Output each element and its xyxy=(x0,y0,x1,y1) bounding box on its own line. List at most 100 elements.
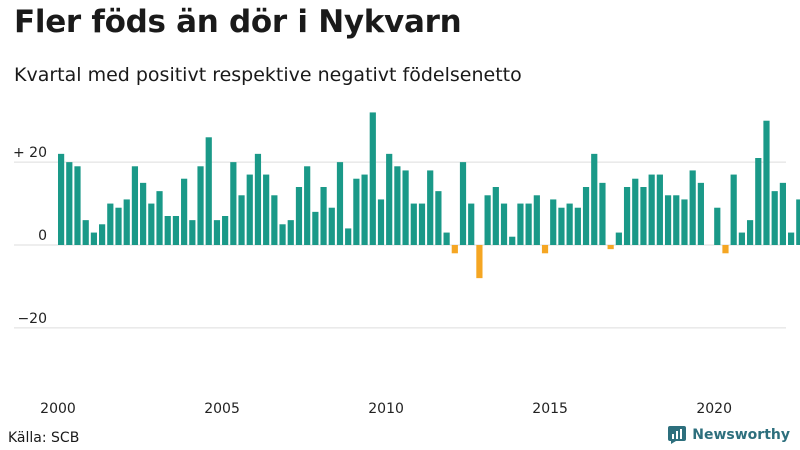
bar-negative xyxy=(722,245,729,254)
bar-positive xyxy=(222,216,229,245)
bar-positive xyxy=(246,174,253,245)
bar-positive xyxy=(320,187,327,245)
bar-negative xyxy=(607,245,614,250)
bar-positive xyxy=(74,166,81,245)
bar-negative xyxy=(476,245,483,279)
bar-positive xyxy=(509,236,516,245)
bar-positive xyxy=(599,182,606,245)
bar-positive xyxy=(82,220,89,245)
bar-positive xyxy=(763,120,770,245)
bar-positive xyxy=(279,224,286,245)
bar-positive xyxy=(181,178,188,245)
bar-positive xyxy=(148,203,155,245)
bar-positive xyxy=(386,153,393,245)
bar-positive xyxy=(566,203,573,245)
y-tick-label: + 20 xyxy=(13,145,47,161)
bar-positive xyxy=(771,191,778,245)
bar-positive xyxy=(656,174,663,245)
bar-positive xyxy=(730,174,737,245)
x-tick-label: 2005 xyxy=(204,401,240,417)
x-tick-label: 2010 xyxy=(368,401,404,417)
bar-positive xyxy=(558,207,565,245)
bar-positive xyxy=(254,153,262,245)
bar-positive xyxy=(213,220,221,245)
bar-positive xyxy=(205,137,212,245)
bar-positive xyxy=(623,187,631,245)
bars xyxy=(58,112,800,279)
bar-positive xyxy=(648,174,655,245)
bar-positive xyxy=(369,112,376,246)
bar-positive xyxy=(582,187,590,245)
bar-positive xyxy=(99,224,106,245)
x-axis-ticks: 2000 2005 2010 2015 2020 xyxy=(40,401,732,417)
bar-positive xyxy=(615,232,622,245)
bar-positive xyxy=(427,170,434,245)
bar-positive xyxy=(738,232,745,245)
bar-positive xyxy=(345,228,352,245)
bar-positive xyxy=(468,203,475,245)
bar-positive xyxy=(58,153,65,245)
bar-positive xyxy=(131,166,139,245)
bar-positive xyxy=(336,162,344,245)
x-tick-label: 2015 xyxy=(532,401,568,417)
bar-positive xyxy=(746,220,754,245)
bar-positive xyxy=(328,207,335,245)
bar-positive xyxy=(410,203,417,245)
bar-positive xyxy=(394,166,401,245)
bar-positive xyxy=(632,178,639,245)
bar-positive xyxy=(189,220,196,245)
bar-chart-logo-icon xyxy=(668,426,687,444)
bar-positive xyxy=(295,187,303,245)
bar-negative xyxy=(541,245,549,254)
bar-positive xyxy=(574,207,581,245)
bar-positive xyxy=(796,199,800,245)
bar-positive xyxy=(755,158,762,245)
bar-positive xyxy=(123,199,130,245)
bar-positive xyxy=(484,195,491,245)
bar-positive xyxy=(533,195,540,245)
bar-positive xyxy=(140,182,147,245)
bar-positive xyxy=(459,162,467,245)
bar-positive xyxy=(402,170,409,245)
bar-positive xyxy=(714,207,721,245)
bar-positive xyxy=(525,203,532,245)
bar-positive xyxy=(435,191,442,245)
bar-positive xyxy=(361,174,368,245)
bar-positive xyxy=(492,187,499,245)
bar-positive xyxy=(591,153,598,245)
bar-positive xyxy=(287,220,294,245)
bar-positive xyxy=(664,195,672,245)
bar-positive xyxy=(66,162,73,245)
y-tick-label: −20 xyxy=(17,311,47,327)
bar-positive xyxy=(550,199,557,245)
newsworthy-logo[interactable]: Newsworthy xyxy=(668,426,790,444)
x-tick-label: 2020 xyxy=(696,401,732,417)
logo-text: Newsworthy xyxy=(692,427,790,443)
x-tick-label: 2000 xyxy=(40,401,76,417)
bar-positive xyxy=(107,203,114,245)
bar-positive xyxy=(418,203,426,245)
y-axis-ticks: + 20 0 −20 xyxy=(13,145,47,327)
bar-positive xyxy=(353,178,360,245)
bar-positive xyxy=(697,182,704,245)
bar-positive xyxy=(500,203,508,245)
bar-positive xyxy=(271,195,278,245)
bar-positive xyxy=(238,195,245,245)
bar-positive xyxy=(263,174,270,245)
bar-positive xyxy=(164,216,171,245)
bar-positive xyxy=(197,166,204,245)
source-note: Källa: SCB xyxy=(8,430,80,446)
bar-positive xyxy=(779,182,786,245)
bar-positive xyxy=(517,203,524,245)
bar-positive xyxy=(156,191,163,245)
y-tick-label: 0 xyxy=(38,228,47,244)
bar-positive xyxy=(681,199,688,245)
bar-chart: + 20 0 −20 2000 2005 2010 2015 2020 xyxy=(13,112,800,417)
chart-subtitle: Kvartal med positivt respektive negativt… xyxy=(14,64,522,86)
bar-positive xyxy=(230,162,237,245)
bar-positive xyxy=(689,170,696,245)
bar-positive xyxy=(172,216,180,245)
chart-title: Fler föds än dör i Nykvarn xyxy=(14,4,462,40)
bar-positive xyxy=(640,187,647,245)
bar-positive xyxy=(788,232,795,245)
